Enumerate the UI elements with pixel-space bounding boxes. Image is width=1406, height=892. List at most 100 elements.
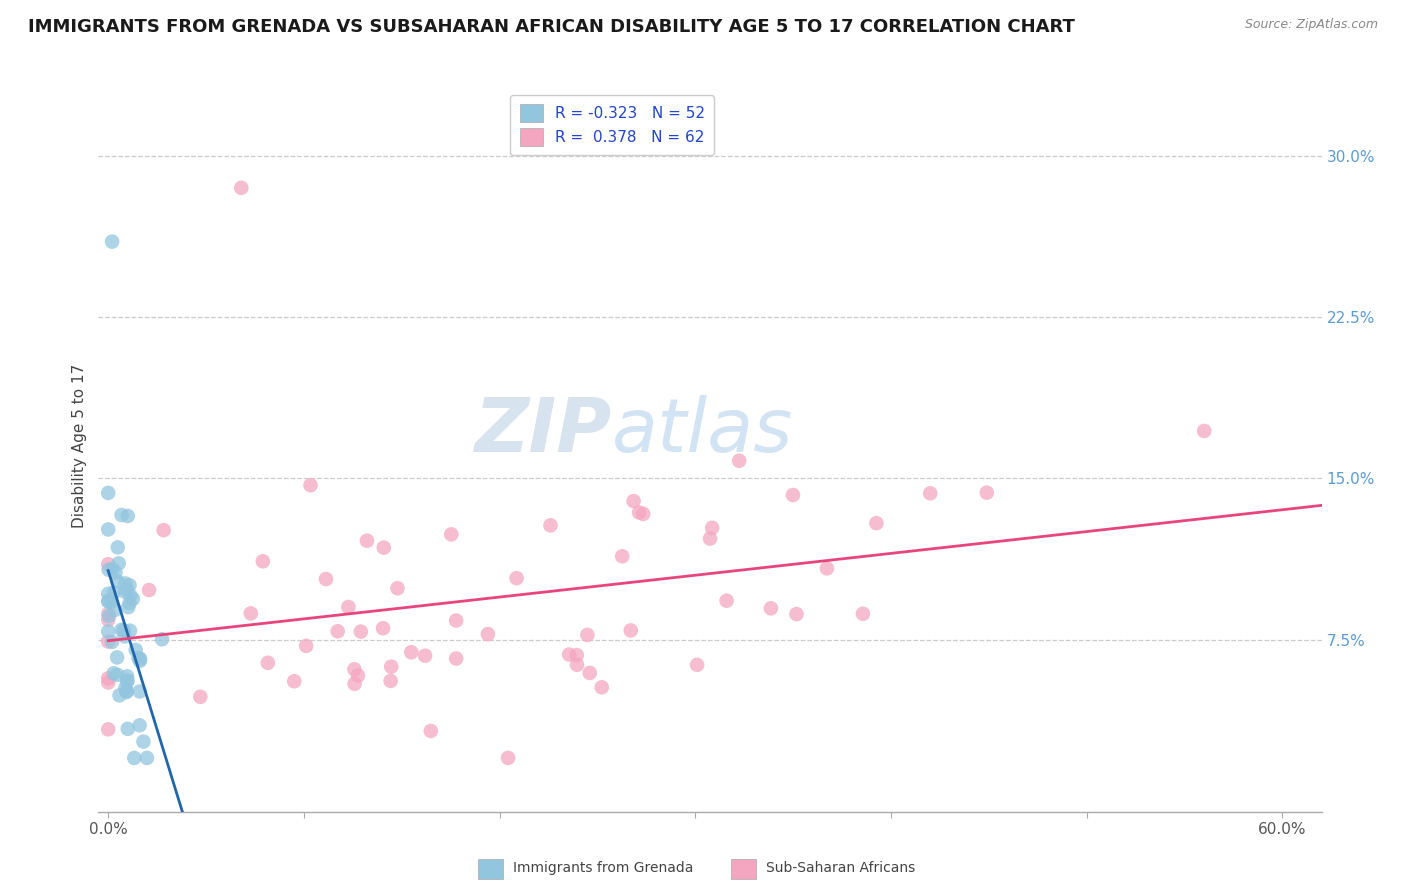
Point [540,518,562,533]
Point [350,624,373,639]
Point [759,601,782,615]
Point [252,554,274,568]
Point [114,584,136,599]
Point [115,582,138,597]
Point [380,659,402,673]
Point [107,557,129,571]
Point [920,486,942,500]
Point [120,589,142,603]
Point [785,607,807,621]
Point [101,635,124,649]
Point [97,671,120,685]
Point [97,624,120,639]
Point [565,648,588,662]
Point [401,645,423,659]
Point [477,627,499,641]
Point [444,651,467,665]
Point [188,690,211,704]
Text: atlas: atlas [612,395,793,467]
Point [444,614,467,628]
Legend: R = -0.323   N = 52, R =  0.378   N = 62: R = -0.323 N = 52, R = 0.378 N = 62 [510,95,714,155]
Point [114,681,136,695]
Point [1192,424,1215,438]
Y-axis label: Disability Age 5 to 17: Disability Age 5 to 17 [72,364,87,528]
Text: Immigrants from Grenada: Immigrants from Grenada [513,861,693,875]
Point [782,488,804,502]
Point [107,574,129,589]
Point [118,596,141,610]
Point [295,639,318,653]
Point [97,587,120,601]
Point [620,624,643,638]
Point [373,541,395,555]
Point [852,607,875,621]
Point [413,648,436,663]
Point [114,576,136,591]
Point [239,607,262,621]
Point [505,571,527,585]
Point [578,665,600,680]
Point [128,718,150,732]
Point [98,609,121,624]
Point [699,532,721,546]
Point [122,591,145,606]
Point [440,527,463,541]
Point [97,675,120,690]
Point [612,549,634,564]
Point [105,650,128,665]
Point [115,684,138,698]
Point [326,624,349,639]
Point [591,680,613,694]
Point [136,751,159,765]
Point [97,607,120,621]
Point [728,454,751,468]
Point [128,654,150,668]
Point [371,621,394,635]
Point [128,684,150,698]
Point [103,585,125,599]
Point [125,643,148,657]
Text: Source: ZipAtlas.com: Source: ZipAtlas.com [1244,18,1378,31]
Point [117,600,139,615]
Point [108,689,131,703]
Point [623,494,645,508]
Point [150,632,173,647]
Point [105,667,128,681]
Point [976,485,998,500]
Point [231,181,253,195]
Point [128,651,150,665]
Point [107,541,129,555]
Point [387,581,409,595]
Text: IMMIGRANTS FROM GRENADA VS SUBSAHARAN AFRICAN DISABILITY AGE 5 TO 17 CORRELATION: IMMIGRANTS FROM GRENADA VS SUBSAHARAN AF… [28,18,1076,36]
Point [257,656,280,670]
Point [343,662,366,676]
Point [115,685,138,699]
Point [115,669,138,683]
Point [315,572,337,586]
Point [132,734,155,748]
Point [97,563,120,577]
Point [97,486,120,500]
Point [104,566,127,580]
Point [104,603,127,617]
Point [97,523,120,537]
Point [115,674,138,689]
Point [97,557,120,571]
Point [283,674,305,689]
Text: ZIP: ZIP [475,395,612,468]
Point [716,593,738,607]
Point [815,561,838,575]
Point [865,516,887,530]
Point [380,673,402,688]
Point [299,478,322,492]
Point [118,578,141,592]
Point [576,628,599,642]
Point [103,666,125,681]
Point [356,533,378,548]
Point [347,668,370,682]
Point [686,657,709,672]
Point [496,751,519,765]
Point [117,508,139,523]
Text: Sub-Saharan Africans: Sub-Saharan Africans [766,861,915,875]
Point [97,594,120,608]
